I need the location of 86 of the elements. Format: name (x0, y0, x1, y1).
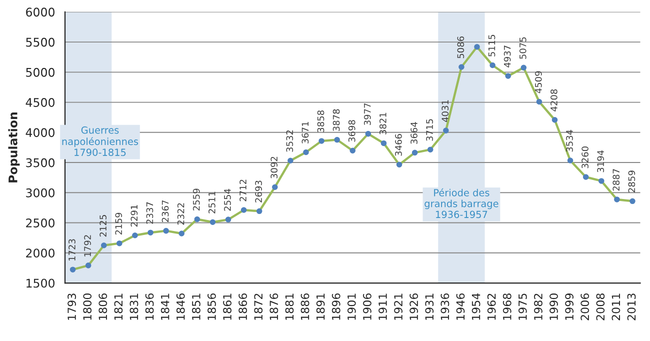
data-label: 2125 (100, 215, 106, 237)
x-tick-label: 1906 (362, 293, 372, 320)
x-tick-label: 1881 (285, 294, 294, 320)
data-label: 3466 (395, 134, 402, 156)
x-tick-label: 2006 (580, 293, 590, 320)
data-label: 3715 (426, 119, 433, 141)
y-tick-label: 3500 (26, 158, 54, 168)
data-label: 5075 (519, 37, 526, 59)
data-label: 3698 (348, 120, 356, 142)
x-tick-label: 2013 (627, 294, 636, 320)
x-tick-label: 1891 (316, 294, 325, 320)
x-tick-label: 1800 (83, 293, 92, 320)
data-label: 1723 (68, 239, 76, 260)
x-tick-label: 1836 (145, 293, 154, 320)
data-label: 3532 (286, 130, 294, 152)
y-tick-label: 3000 (26, 188, 54, 198)
data-label: 4031 (442, 100, 449, 122)
x-tick-label: 1866 (238, 293, 248, 320)
data-label: 2712 (240, 180, 246, 202)
x-tick-label: 1872 (254, 294, 263, 320)
y-tick-label: 5500 (26, 38, 54, 47)
x-tick-label: 1999 (565, 294, 574, 320)
x-tick-label: 1841 (160, 294, 170, 320)
data-label: 3671 (302, 122, 309, 144)
x-tick-label: 1793 (68, 294, 76, 320)
x-tick-label: 1856 (208, 293, 216, 320)
x-tick-label: 1861 (223, 294, 232, 320)
x-tick-label: 1821 (114, 294, 123, 320)
x-tick-label: 1831 (130, 294, 138, 320)
x-tick-label: 1901 (347, 294, 356, 320)
y-axis-title: Population (8, 112, 20, 182)
x-tick-label: 1954 (472, 293, 480, 320)
y-tick-label: 2500 (26, 218, 54, 228)
x-tick-label: 1968 (502, 294, 512, 320)
x-tick-label: 1936 (440, 293, 450, 320)
data-label: 2159 (115, 212, 122, 235)
data-label: 3977 (364, 103, 371, 125)
y-tick-label: 4500 (26, 98, 54, 107)
data-label: 2322 (177, 203, 184, 225)
data-label: 3664 (410, 122, 418, 144)
data-label: 2559 (192, 188, 200, 210)
data-label: 2511 (208, 192, 216, 214)
y-tick-label: 1500 (26, 278, 54, 288)
data-label: 3260 (582, 146, 588, 168)
data-label: 3821 (380, 112, 386, 134)
x-tick-label: 2011 (612, 294, 620, 320)
data-label: 5115 (488, 34, 496, 56)
x-tick-label: 1851 (192, 294, 200, 320)
x-tick-label: 1886 (300, 293, 310, 320)
band-label: Guerres napoléoniennes 1790-1815 (62, 126, 138, 156)
x-tick-label: 1946 (456, 293, 465, 320)
data-label: 4208 (550, 89, 558, 112)
x-tick-label: 1990 (550, 293, 558, 320)
x-tick-label: 1806 (98, 293, 108, 320)
data-label: 2291 (130, 205, 138, 227)
data-label: 4509 (534, 71, 542, 94)
data-label: 5086 (457, 36, 464, 58)
data-label: 3194 (597, 150, 604, 172)
data-label: 2859 (628, 170, 636, 192)
data-label: 2337 (146, 202, 154, 224)
band-label: Période des grands barrage 1936-1957 (424, 188, 498, 218)
data-label: 2693 (255, 180, 262, 202)
x-tick-label: 1876 (270, 293, 278, 320)
y-tick-label: 6000 (26, 8, 54, 17)
data-label: 4937 (504, 46, 511, 68)
x-tick-label: 1846 (176, 293, 185, 320)
x-tick-label: 1911 (378, 294, 387, 320)
data-label: 2554 (224, 188, 231, 211)
data-label: 2887 (612, 169, 620, 191)
data-label: 3092 (270, 156, 278, 178)
x-tick-label: 1962 (487, 294, 496, 320)
x-tick-label: 1982 (534, 294, 542, 320)
x-tick-label: 2008 (596, 294, 605, 320)
y-tick-label: 5000 (26, 68, 54, 77)
x-tick-label: 1975 (518, 294, 527, 320)
x-tick-label: 1926 (410, 293, 418, 320)
data-label: 2367 (162, 200, 169, 222)
data-label: 3878 (332, 109, 340, 131)
data-label: 3534 (566, 130, 573, 152)
data-label: 1792 (84, 235, 91, 256)
x-tick-label: 1896 (332, 293, 340, 320)
x-tick-label: 1921 (394, 294, 402, 320)
y-tick-label: 4000 (26, 128, 54, 138)
y-tick-label: 2000 (26, 248, 54, 258)
data-label: 3858 (317, 110, 324, 132)
x-tick-label: 1931 (425, 294, 434, 320)
